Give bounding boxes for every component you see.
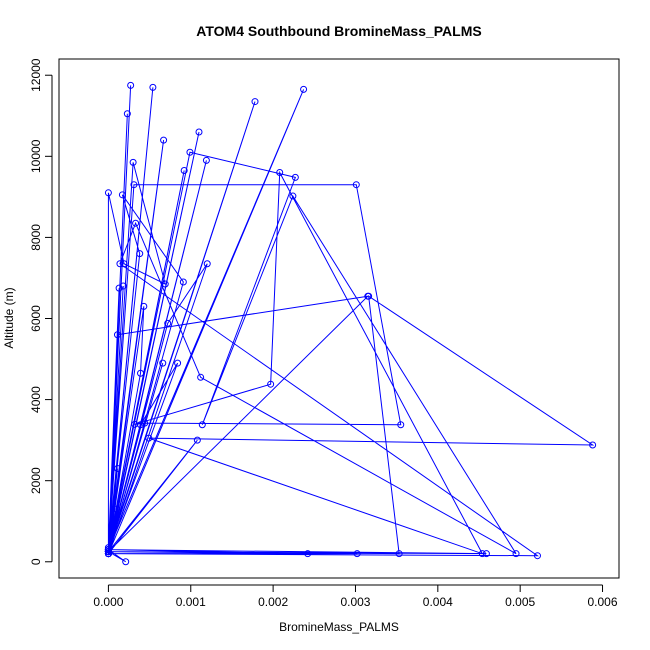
data-point	[180, 167, 188, 174]
data-point	[113, 505, 121, 513]
data-point	[104, 546, 112, 554]
chart-title: ATOM4 Southbound BromineMass_PALMS	[196, 23, 481, 39]
y-tick-label: 8000	[29, 224, 43, 251]
data-point	[129, 158, 137, 166]
data-point	[104, 548, 112, 556]
data-point	[512, 550, 520, 558]
series-points	[104, 81, 597, 566]
data-point	[251, 98, 259, 106]
data-point	[478, 550, 486, 558]
data-point	[113, 465, 121, 473]
series-line	[106, 85, 595, 563]
x-axis: 0.000 0.001 0.002 0.003 0.004 0.005 0.006	[93, 584, 618, 609]
data-point	[353, 550, 361, 558]
data-point	[145, 434, 153, 442]
x-tick-label: 0.006	[588, 595, 618, 609]
data-point	[289, 192, 297, 200]
data-point	[127, 81, 135, 89]
data-point	[137, 369, 145, 377]
data-point	[195, 128, 203, 136]
data-point	[202, 156, 210, 164]
y-tick-label: 10000	[29, 139, 43, 173]
data-point	[149, 83, 157, 91]
y-tick-label: 4000	[29, 386, 43, 413]
series-lines	[106, 85, 595, 563]
y-tick-label: 12000	[29, 58, 43, 92]
data-point	[136, 250, 144, 258]
data-point	[197, 373, 205, 381]
data-point	[115, 284, 123, 292]
data-point	[141, 419, 149, 427]
data-point	[122, 558, 130, 566]
data-point	[186, 148, 194, 156]
x-tick-label: 0.005	[505, 595, 535, 609]
data-point	[174, 359, 182, 367]
data-point	[160, 136, 168, 144]
plot-frame	[58, 58, 620, 579]
data-point	[140, 302, 148, 310]
data-point	[291, 173, 299, 181]
data-point	[159, 359, 167, 367]
data-point	[482, 550, 490, 558]
data-point	[395, 550, 403, 558]
y-tick-label: 2000	[29, 467, 43, 494]
data-point	[116, 260, 124, 268]
x-tick-label: 0.000	[93, 595, 123, 609]
data-point	[132, 219, 140, 227]
data-point	[118, 191, 126, 199]
data-point	[198, 421, 206, 429]
data-point	[123, 110, 131, 118]
y-tick-label: 6000	[29, 305, 43, 332]
data-point	[137, 421, 145, 429]
y-axis-label: Altitude (m)	[2, 287, 16, 348]
data-point	[267, 380, 275, 388]
x-tick-label: 0.002	[258, 595, 288, 609]
data-point	[161, 280, 169, 288]
data-point	[276, 169, 284, 177]
data-point	[365, 292, 373, 300]
y-tick-label: 0	[29, 558, 43, 565]
data-point	[589, 441, 597, 449]
x-axis-label: BromineMass_PALMS	[279, 620, 399, 634]
data-point	[397, 421, 405, 429]
data-point	[203, 260, 211, 268]
data-point	[304, 550, 312, 558]
data-point	[120, 260, 128, 268]
data-point	[193, 436, 201, 444]
data-point	[113, 331, 121, 339]
data-point	[104, 550, 112, 558]
x-tick-label: 0.003	[340, 595, 370, 609]
data-point	[300, 85, 308, 93]
data-point	[533, 552, 541, 560]
x-tick-label: 0.004	[423, 595, 453, 609]
data-point	[352, 181, 360, 189]
data-point	[164, 319, 172, 327]
data-point	[179, 278, 187, 286]
y-axis: 0 2000 4000 6000 8000 10000 12000	[29, 58, 53, 565]
data-point	[119, 282, 127, 290]
data-point	[104, 189, 112, 197]
x-tick-label: 0.001	[176, 595, 206, 609]
data-point	[130, 181, 138, 189]
